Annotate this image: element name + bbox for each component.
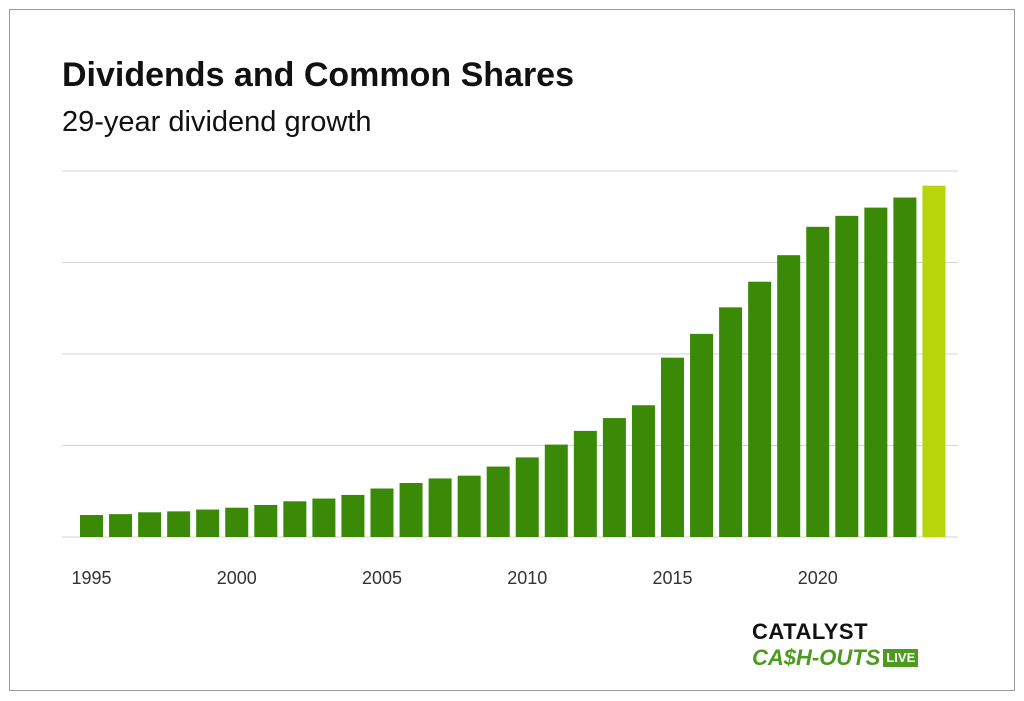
bar-2021 — [835, 215, 859, 537]
bar-2013 — [602, 418, 626, 537]
bar-1996 — [109, 514, 133, 538]
bar-2009 — [486, 466, 510, 537]
bar-2004 — [341, 494, 365, 537]
logo-line1: CATALYST — [752, 619, 869, 644]
x-tick-2005: 2005 — [362, 568, 402, 588]
bar-2017 — [719, 307, 743, 537]
bar-2022 — [864, 207, 888, 537]
x-axis-ticks: 1995 2000 2005 2010 2015 2020 — [71, 568, 837, 588]
bar-2011 — [544, 444, 568, 537]
bar-2005 — [370, 488, 394, 537]
bar-1997 — [138, 512, 162, 537]
bar-2014 — [631, 405, 655, 537]
bar-1999 — [196, 509, 220, 537]
x-tick-2015: 2015 — [652, 568, 692, 588]
bar-2007 — [428, 478, 452, 537]
bar-1995 — [80, 515, 103, 537]
bar-2015 — [661, 357, 684, 537]
brand-logo: CATALYST CA$H-OUTS LIVE — [752, 619, 919, 670]
bar-2008 — [457, 475, 481, 537]
bar-2006 — [399, 483, 423, 537]
bar-2000 — [225, 507, 249, 537]
x-tick-2020: 2020 — [798, 568, 838, 588]
x-tick-2000: 2000 — [217, 568, 257, 588]
x-tick-1995: 1995 — [71, 568, 111, 588]
bar-2018 — [748, 281, 772, 537]
bars — [80, 185, 946, 538]
logo-line2: CA$H-OUTS — [752, 645, 881, 670]
logo-line2-row: CA$H-OUTS LIVE — [752, 645, 919, 670]
bar-2024 — [922, 185, 946, 537]
bar-2020 — [806, 226, 830, 537]
logo-live-badge: LIVE — [883, 649, 919, 667]
bar-2002 — [283, 501, 307, 537]
x-tick-2010: 2010 — [507, 568, 547, 588]
bar-2012 — [573, 430, 597, 537]
bar-2023 — [893, 197, 917, 538]
bar-1998 — [167, 511, 191, 537]
bar-2019 — [777, 255, 801, 537]
bar-2003 — [312, 498, 336, 537]
bar-2001 — [254, 504, 278, 537]
bar-2010 — [515, 457, 539, 537]
bar-2016 — [690, 333, 714, 537]
chart-title: Dividends and Common Shares — [62, 56, 574, 94]
chart-subtitle: 29-year dividend growth — [62, 106, 372, 138]
